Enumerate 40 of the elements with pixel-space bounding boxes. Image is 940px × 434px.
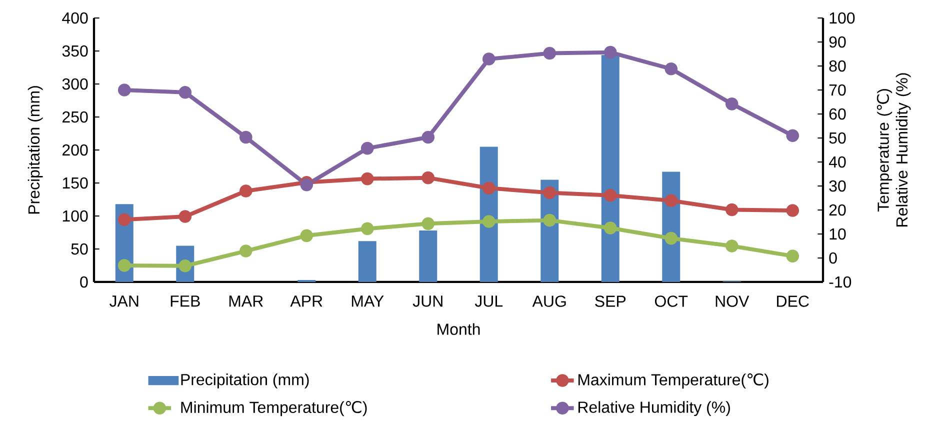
x-tick-label: NOV <box>716 296 750 307</box>
y-tick-label: 100 <box>62 210 88 222</box>
x-tick-label: AUG <box>532 296 566 307</box>
y-tick-label: 350 <box>62 45 88 57</box>
x-tick-label: SEP <box>595 296 626 307</box>
y2-tick-label: 30 <box>829 180 846 192</box>
y-tick-label: 250 <box>62 111 88 123</box>
y2-tick-label: 70 <box>829 84 846 96</box>
y-tick-label: 50 <box>71 243 88 255</box>
y2-tick-label: -10 <box>829 276 852 288</box>
x-tick-label: JUN <box>412 296 442 307</box>
y-tick-label: 400 <box>62 12 88 24</box>
y-tick-label: 0 <box>80 276 88 288</box>
y-axis-title: Precipitation (mm) <box>28 86 43 214</box>
y2-tick-label: 80 <box>829 60 846 72</box>
y2-tick-label: 20 <box>829 204 846 216</box>
y2-tick-label: 100 <box>830 12 855 24</box>
x-tick-label: JAN <box>110 296 138 307</box>
x-tick-label: MAY <box>352 296 384 307</box>
y-tick-label: 150 <box>62 177 88 189</box>
legend-label: Maximum Temperature(℃) <box>578 373 768 389</box>
x-tick-label: JUL <box>474 296 503 307</box>
legend-label: Relative Humidity (%) <box>578 401 730 416</box>
y2-tick-label: 10 <box>830 228 846 240</box>
x-axis-title: Month <box>438 323 480 335</box>
x-tick-label: DEC <box>777 296 809 307</box>
y2-tick-label: 50 <box>829 132 846 144</box>
y-tick-label: 300 <box>62 78 88 90</box>
y2-tick-label: 60 <box>829 108 846 120</box>
x-tick-label: OCT <box>654 296 688 307</box>
legend-label: Minimum Temperature(℃) <box>181 400 367 416</box>
legend-label: Precipitation (mm) <box>181 374 309 388</box>
x-tick-label: FEB <box>170 296 200 307</box>
y2-tick-label: 90 <box>829 36 846 48</box>
y2-tick-label: 40 <box>828 156 846 168</box>
y-tick-label: 200 <box>62 144 88 156</box>
y2-tick-label: 0 <box>829 252 837 264</box>
y2-axis-title: Temperature (℃) Relative Humidity (%) <box>876 73 911 226</box>
x-tick-label: MAR <box>229 296 263 307</box>
x-tick-label: APR <box>290 296 322 307</box>
